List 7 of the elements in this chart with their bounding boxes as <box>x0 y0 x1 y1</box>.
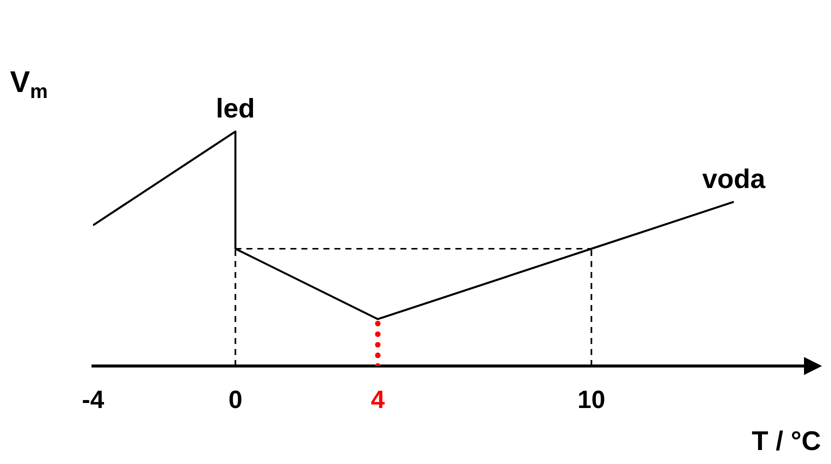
x-tick-label: 10 <box>577 386 606 414</box>
x-tick-label: 4 <box>370 386 385 414</box>
series-label: voda <box>702 164 766 194</box>
x-tick-label: 0 <box>228 386 242 414</box>
x-tick-label: -4 <box>82 386 104 414</box>
series-label: led <box>216 94 255 124</box>
x-axis-title: T / °C <box>752 426 822 456</box>
